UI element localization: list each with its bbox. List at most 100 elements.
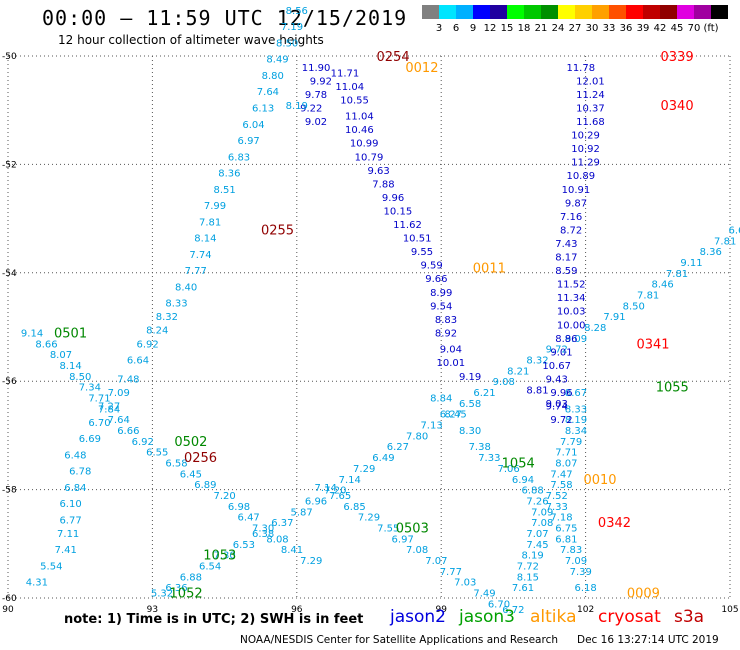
wave-height-value: 10.37 [576,103,605,114]
wave-height-value: 5.87 [290,507,312,518]
wave-height-value: 11.62 [393,220,422,231]
wave-height-value: 8.17 [555,253,577,264]
pass-label: 0009 [627,587,660,602]
colorbar-label: 6 [452,23,460,34]
wave-height-value: 7.29 [353,464,375,475]
wave-height-value: 6.27 [440,410,462,421]
wave-height-value: 6.58 [459,399,481,410]
wave-height-value: 8.50 [69,372,91,383]
x-tick-label: 90 [2,605,14,615]
wave-height-value: 7.47 [550,469,572,480]
wave-height-value: 8.84 [430,393,452,404]
wave-height-value: 7.30 [252,524,274,535]
wave-height-value: 8.72 [560,225,582,236]
colorbar-swatch [439,5,456,19]
pass-label: 0011 [473,261,506,276]
colorbar-label: 36 [619,23,633,34]
wave-height-value: 7.07 [526,529,548,540]
wave-height-value: 10.01 [437,358,466,369]
wave-height-value: 7.18 [550,513,572,524]
y-tick-label: -58 [2,486,17,496]
wave-height-value: 8.08 [266,534,288,545]
wave-height-value: 6.64 [127,356,149,367]
wave-height-value: 8.30 [459,426,481,437]
wave-height-value: 6.21 [473,388,495,399]
pass-label: 1055 [656,381,689,396]
wave-height-value: 6.54 [199,561,221,572]
wave-height-value: 6.92 [132,437,154,448]
wave-height-value: 6.70 [488,599,510,610]
colorbar-swatch [660,5,677,19]
wave-height-value: 10.51 [403,234,432,245]
pass-label: 0255 [261,223,294,238]
wave-height-value: 6.13 [252,103,274,114]
wave-height-value: 8.49 [266,55,288,66]
wave-height-value: 9.19 [459,372,481,383]
wave-height-value: 7.13 [420,421,442,432]
wave-height-value: 7.81 [637,290,659,301]
colorbar-label: 9 [469,23,477,34]
wave-height-value: 7.33 [478,453,500,464]
wave-height-value: 7.38 [469,442,491,453]
wave-height-value: 11.04 [345,112,374,123]
colorbar-swatch [711,5,728,19]
wave-height-value: 7.06 [497,464,519,475]
colorbar-swatch [575,5,592,19]
wave-height-value: 7.08 [406,545,428,556]
wave-height-value: 8.36 [218,169,240,180]
pass-label: 1052 [170,587,203,602]
y-tick-label: -50 [2,52,17,62]
wave-height-value: 8.99 [430,288,452,299]
colorbar-label: 24 [551,23,565,34]
wave-height-value: 8.36 [700,247,722,258]
wave-height-value: 10.79 [355,152,384,163]
wave-height-value: 8.21 [507,366,529,377]
pass-label: 0503 [396,522,429,537]
wave-height-value: 7.34 [79,383,101,394]
wave-height-value: 6.38 [252,529,274,540]
wave-height-value: 8.83 [435,315,457,326]
wave-height-value: 9.01 [550,347,572,358]
wave-height-value: 6.97 [238,136,260,147]
wave-height-value: 7.81 [199,217,221,228]
wave-height-value: 7.27 [98,402,120,413]
wave-height-value: 8.50 [623,301,645,312]
wave-height-value: 7.74 [189,250,211,261]
wave-height-value: 8.19 [522,551,544,562]
wave-height-value: 9.96 [550,388,572,399]
wave-height-value: 7.71 [555,448,577,459]
wave-height-value: 6.18 [574,583,596,594]
wave-height-value: 10.55 [340,95,369,106]
wave-height-value: 11.90 [302,63,331,74]
wave-height-value: 8.59 [555,266,577,277]
wave-height-value: 9.74 [546,402,568,413]
legend-s3a: s3a [674,607,705,627]
wave-height-value: 7.79 [560,437,582,448]
wave-height-value: 7.07 [425,556,447,567]
colorbar-swatch [473,5,490,19]
wave-height-value: 8.32 [526,356,548,367]
colorbar-label: 12 [483,23,497,34]
wave-height-value: 10.92 [571,144,600,155]
wave-height-value: 10.46 [345,125,374,136]
x-tick-label: 93 [147,605,158,615]
wave-height-value: 7.20 [213,491,235,502]
wave-height-value: 6.92 [136,339,158,350]
colorbar-swatch [456,5,473,19]
wave-height-value: 9.09 [565,334,587,345]
colorbar-label: 45 [670,23,684,34]
wave-height-value: 7.30 [213,551,235,562]
wave-height-value: 7.81 [714,236,736,247]
legend-altika: altika [530,607,577,627]
wave-height-value: 7.43 [555,239,577,250]
wave-height-value: 9.63 [367,166,389,177]
wave-height-value: 7.52 [546,491,568,502]
wave-height-value: 6.88 [180,572,202,583]
wave-height-value: 7.19 [281,22,303,33]
wave-height-value: 4.31 [26,578,48,589]
wave-height-value: 10.67 [542,361,571,372]
pass-label: 0012 [405,61,438,76]
wave-height-value: 8.19 [565,415,587,426]
footer-note: note: 1) Time is in UTC; 2) SWH is in fe… [64,612,364,627]
wave-height-value: 6.66 [117,426,139,437]
